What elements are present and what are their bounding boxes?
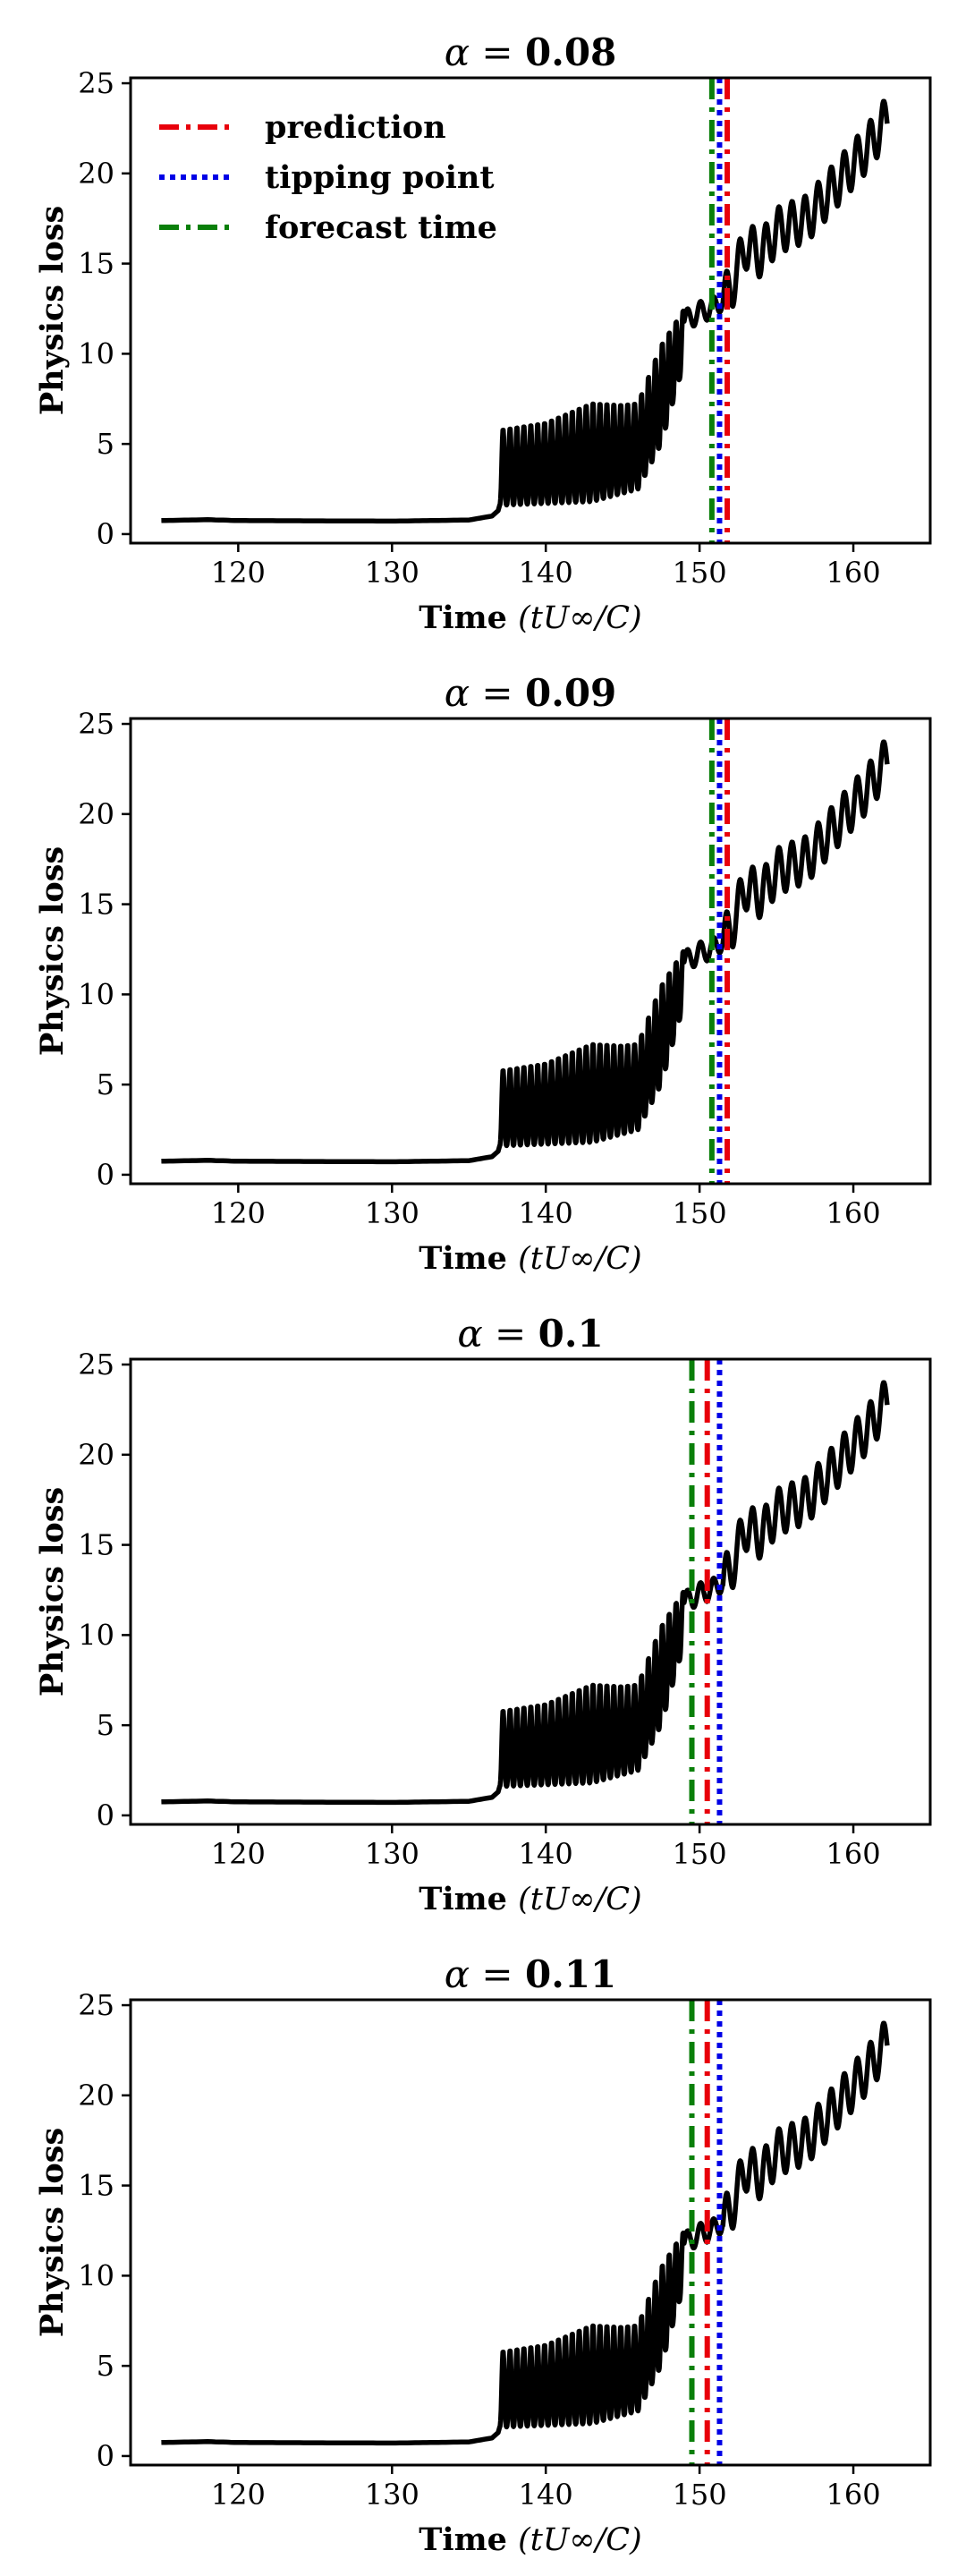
x-tick-label: 120 [211,1837,266,1871]
title-alpha-value: 0.09 [525,671,616,715]
x-tick-label: 130 [365,556,419,590]
x-tick-label: 160 [826,1196,880,1230]
panel-alpha-0.1: α = 0.1 120 130 140 150 160 0 5 10 15 20 25 Time (tU… [34,1312,932,1917]
x-tick-label: 140 [519,556,573,590]
x-tick-label: 140 [519,2478,573,2512]
y-tick-label: 0 [97,517,114,551]
x-tick-label: 150 [673,556,727,590]
legend-prediction: prediction [159,109,446,146]
y-axis-label: Physics loss [34,1487,71,1696]
y-tick-label: 25 [78,1988,114,2022]
y-axis-label: Physics loss [34,846,71,1056]
y-tick-label: 20 [78,797,114,831]
x-tick-label: 120 [211,1196,266,1230]
title-alpha-symbol: α = [445,1952,525,1996]
physics-loss-line [161,98,890,524]
physics-loss-line [161,739,890,1165]
x-tick-label: 140 [519,1837,573,1871]
x-tick-label: 120 [211,2478,266,2512]
panel-alpha-0.11: α = 0.11 120 130 140 150 160 0 5 10 15 20 25 Time (t… [34,1952,932,2558]
x-tick-label: 160 [826,556,880,590]
y-tick-label: 10 [78,977,114,1011]
axes-frame [129,1998,932,2467]
panel-title: α = 0.11 [445,1952,617,1996]
panel-title: α = 0.09 [445,671,617,715]
panel-alpha-0.09: α = 0.09 120 130 140 150 160 0 5 10 15 20 25 Time (t… [34,671,932,1277]
axes-frame [129,1357,932,1826]
x-axis-label-unit: (tU∞/C) [518,600,642,636]
x-axis-label: Time (tU∞/C) [419,1240,641,1277]
y-tick-label: 15 [78,888,114,922]
y-tick-label: 25 [78,66,114,100]
x-axis-label: Time (tU∞/C) [419,1881,641,1917]
y-tick-label: 25 [78,707,114,741]
title-alpha-value: 0.08 [525,30,616,74]
x-axis-label-unit: (tU∞/C) [518,1241,642,1277]
x-axis-label-word: Time [419,1240,518,1277]
y-tick-label: 15 [78,247,114,281]
title-alpha-value: 0.11 [525,1952,616,1996]
x-tick-label: 160 [826,2478,880,2512]
y-tick-label: 0 [97,2439,114,2473]
y-tick-label: 20 [78,157,114,191]
y-tick-label: 20 [78,2079,114,2113]
x-tick-label: 150 [673,1837,727,1871]
y-tick-label: 10 [78,2258,114,2292]
y-tick-label: 25 [78,1348,114,1382]
x-tick-label: 130 [365,1837,419,1871]
x-tick-label: 120 [211,556,266,590]
x-axis-label-unit: (tU∞/C) [518,2522,642,2558]
x-axis-label-unit: (tU∞/C) [518,1882,642,1917]
y-tick-label: 10 [78,336,114,370]
y-tick-label: 5 [97,1067,114,1101]
x-axis-label-word: Time [419,2521,518,2558]
x-tick-label: 130 [365,2478,419,2512]
panel-title: α = 0.1 [457,1312,603,1356]
y-axis-label: Physics loss [34,2128,71,2337]
legend: prediction tipping point forecast time [159,109,497,246]
x-axis-label: Time (tU∞/C) [419,2521,641,2558]
y-tick-label: 15 [78,1528,114,1562]
legend-forecast-time: forecast time [159,209,497,246]
y-tick-label: 15 [78,2169,114,2203]
title-alpha-symbol: α = [457,1312,538,1356]
physics-loss-line [161,2020,890,2446]
x-tick-label: 160 [826,1837,880,1871]
x-tick-label: 130 [365,1196,419,1230]
axes-frame [129,717,932,1186]
legend-tipping-point: tipping point [159,159,495,196]
x-tick-label: 140 [519,1196,573,1230]
axes-frame [129,76,932,545]
legend-forecast-time-label: forecast time [265,209,497,246]
title-alpha-symbol: α = [445,671,525,715]
y-tick-label: 0 [97,1798,114,1832]
y-tick-label: 20 [78,1438,114,1472]
panel-alpha-0.08: α = 0.08 120 130 140 150 160 0 5 10 15 20 25 Time (t… [34,30,932,636]
y-tick-label: 0 [97,1158,114,1192]
y-tick-label: 10 [78,1618,114,1652]
legend-tipping-point-label: tipping point [265,159,495,196]
panel-title: α = 0.08 [445,30,617,74]
title-alpha-value: 0.1 [538,1312,604,1356]
x-tick-label: 150 [673,2478,727,2512]
x-axis-label-word: Time [419,599,518,636]
x-axis-label-word: Time [419,1881,518,1917]
x-axis-label: Time (tU∞/C) [419,599,641,636]
x-tick-label: 150 [673,1196,727,1230]
y-axis-label: Physics loss [34,206,71,415]
y-tick-label: 5 [97,2349,114,2383]
title-alpha-symbol: α = [445,30,525,74]
legend-prediction-label: prediction [265,109,446,146]
y-tick-label: 5 [97,1708,114,1742]
physics-loss-line [161,1380,890,1806]
y-tick-label: 5 [97,427,114,461]
